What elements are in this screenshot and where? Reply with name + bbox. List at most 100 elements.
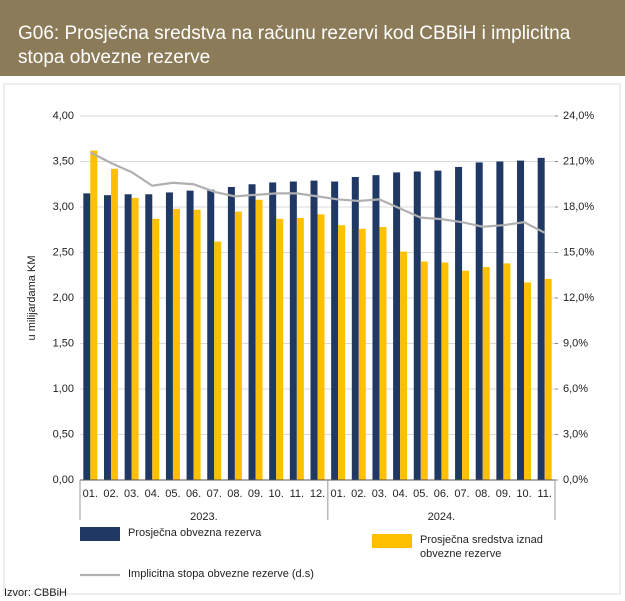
x-tick-label: 10.: [516, 488, 531, 500]
x-tick-label: 01.: [331, 488, 346, 500]
bar: [248, 184, 256, 480]
bar: [462, 270, 470, 480]
y2-tick-label: 24,0%: [563, 110, 594, 122]
y-tick-label: 0,50: [53, 428, 74, 440]
y2-tick-label: 3,0%: [563, 428, 588, 440]
bar: [400, 251, 408, 480]
bar: [103, 195, 111, 481]
line: [89, 151, 546, 234]
bar: [455, 166, 463, 480]
bar: [234, 211, 242, 481]
bar: [434, 170, 442, 480]
bar: [186, 190, 194, 480]
bar: [310, 180, 318, 481]
y2-tick-label: 21,0%: [563, 155, 594, 167]
bar: [351, 176, 359, 480]
bar: [503, 263, 511, 480]
header: G06: Prosječna sredstva na računu rezerv…: [0, 0, 625, 76]
bar: [517, 160, 525, 480]
bar: [152, 218, 160, 480]
x-tick-label: 10.: [269, 488, 284, 500]
x-tick-label: 06.: [186, 488, 201, 500]
bar: [475, 162, 483, 480]
bar: [524, 282, 532, 480]
bar: [207, 189, 215, 480]
bar: [413, 171, 421, 480]
bar: [165, 192, 173, 480]
legend-swatch: [80, 527, 120, 541]
bar: [227, 186, 235, 481]
bar: [358, 228, 366, 480]
bar: [420, 261, 428, 480]
bar: [124, 194, 132, 480]
x-tick-label: 02.: [103, 488, 118, 500]
y-tick-label: 4,00: [53, 110, 74, 122]
x-tick-label: 01.: [83, 488, 98, 500]
y2-tick-label: 18,0%: [563, 201, 594, 213]
source: Izvor: CBBiH: [4, 587, 67, 599]
bar: [269, 182, 277, 480]
bar: [296, 217, 304, 481]
x-tick-label: 03.: [372, 488, 387, 500]
y-axis-label: u milijardama KM: [26, 256, 38, 341]
x-tick-label: 07.: [207, 488, 222, 500]
bar: [441, 262, 449, 480]
legend-label: Prosječna obvezna rezerva: [128, 527, 262, 539]
bar: [172, 208, 180, 480]
bar: [379, 227, 387, 480]
bar: [372, 175, 380, 480]
bar: [90, 150, 98, 480]
x-tick-label: 09.: [496, 488, 511, 500]
y-tick-label: 3,50: [53, 155, 74, 167]
y-tick-label: 3,00: [53, 201, 74, 213]
y-tick-label: 0,00: [53, 474, 74, 486]
frame: [3, 83, 621, 595]
bar: [338, 225, 346, 480]
year-label: 2023.: [190, 511, 218, 523]
x-tick-label: 11.: [290, 488, 304, 500]
x-tick-label: 05.: [413, 488, 428, 500]
bar: [193, 209, 201, 481]
bar: [255, 199, 263, 480]
bar: [537, 157, 545, 481]
x-tick-label: 08.: [227, 488, 242, 500]
y-tick-label: 2,00: [53, 292, 74, 304]
y2-tick-label: 6,0%: [563, 383, 588, 395]
y2-tick-label: 12,0%: [563, 292, 594, 304]
legend-swatch: [372, 534, 412, 548]
x-tick-label: 11.: [537, 488, 551, 500]
bar: [289, 181, 297, 480]
year-label: 2024.: [428, 511, 456, 523]
x-tick-label: 04.: [392, 488, 407, 500]
x-tick-label: 09.: [248, 488, 263, 500]
legend-label: Prosječna sredstva iznad obvezne rezerve: [420, 534, 543, 560]
y2-tick-label: 9,0%: [563, 337, 588, 349]
x-tick-label: 03.: [124, 488, 139, 500]
bar: [276, 218, 284, 480]
y-tick-label: 2,50: [53, 246, 74, 258]
x-tick-label: 05.: [165, 488, 180, 500]
bar: [393, 172, 401, 481]
chart-title: G06: Prosječna sredstva na računu rezerv…: [18, 23, 571, 68]
y-tick-label: 1,00: [53, 383, 74, 395]
x-tick-label: 02.: [351, 488, 366, 500]
x-tick-label: 08.: [475, 488, 490, 500]
bar: [145, 194, 153, 480]
bar: [544, 278, 552, 480]
bar: [482, 267, 490, 480]
bar: [331, 181, 339, 480]
x-tick-label: 07.: [454, 488, 469, 500]
y2-tick-label: 0,0%: [563, 474, 588, 486]
bar: [83, 193, 91, 480]
y-tick-label: 1,50: [53, 337, 74, 349]
bar: [496, 161, 504, 480]
y2-tick-label: 15,0%: [563, 246, 594, 258]
bar: [214, 241, 222, 480]
bar: [317, 214, 325, 480]
x-tick-label: 04.: [145, 488, 160, 500]
bar: [131, 197, 139, 480]
x-tick-label: 12.: [310, 488, 325, 500]
x-tick-label: 06.: [434, 488, 449, 500]
